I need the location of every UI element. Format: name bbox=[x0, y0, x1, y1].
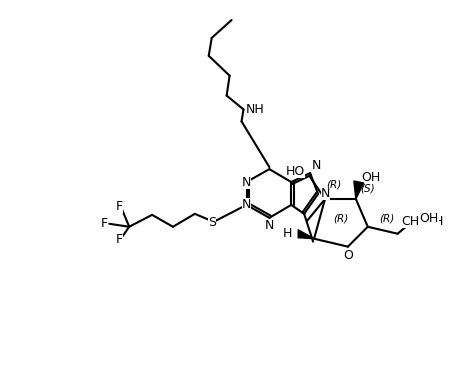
Text: N: N bbox=[321, 187, 331, 201]
Text: N: N bbox=[265, 219, 274, 232]
Text: NH: NH bbox=[246, 103, 264, 116]
Text: (S): (S) bbox=[360, 184, 375, 194]
Text: (R): (R) bbox=[326, 179, 341, 189]
Text: N: N bbox=[312, 159, 321, 172]
Text: CH₂OH: CH₂OH bbox=[401, 215, 444, 228]
Text: (R): (R) bbox=[380, 214, 395, 224]
Text: N: N bbox=[242, 198, 251, 211]
Text: HO: HO bbox=[286, 165, 305, 178]
Text: O: O bbox=[343, 249, 353, 262]
Text: F: F bbox=[116, 201, 123, 213]
Text: OH: OH bbox=[361, 170, 380, 184]
Text: F: F bbox=[101, 217, 108, 230]
Polygon shape bbox=[298, 230, 314, 239]
Text: H: H bbox=[283, 227, 292, 240]
Text: N: N bbox=[242, 176, 251, 188]
Text: (R): (R) bbox=[333, 214, 348, 224]
Text: OH: OH bbox=[419, 212, 439, 225]
Polygon shape bbox=[354, 181, 364, 199]
Text: F: F bbox=[116, 233, 123, 246]
Text: S: S bbox=[207, 216, 216, 229]
